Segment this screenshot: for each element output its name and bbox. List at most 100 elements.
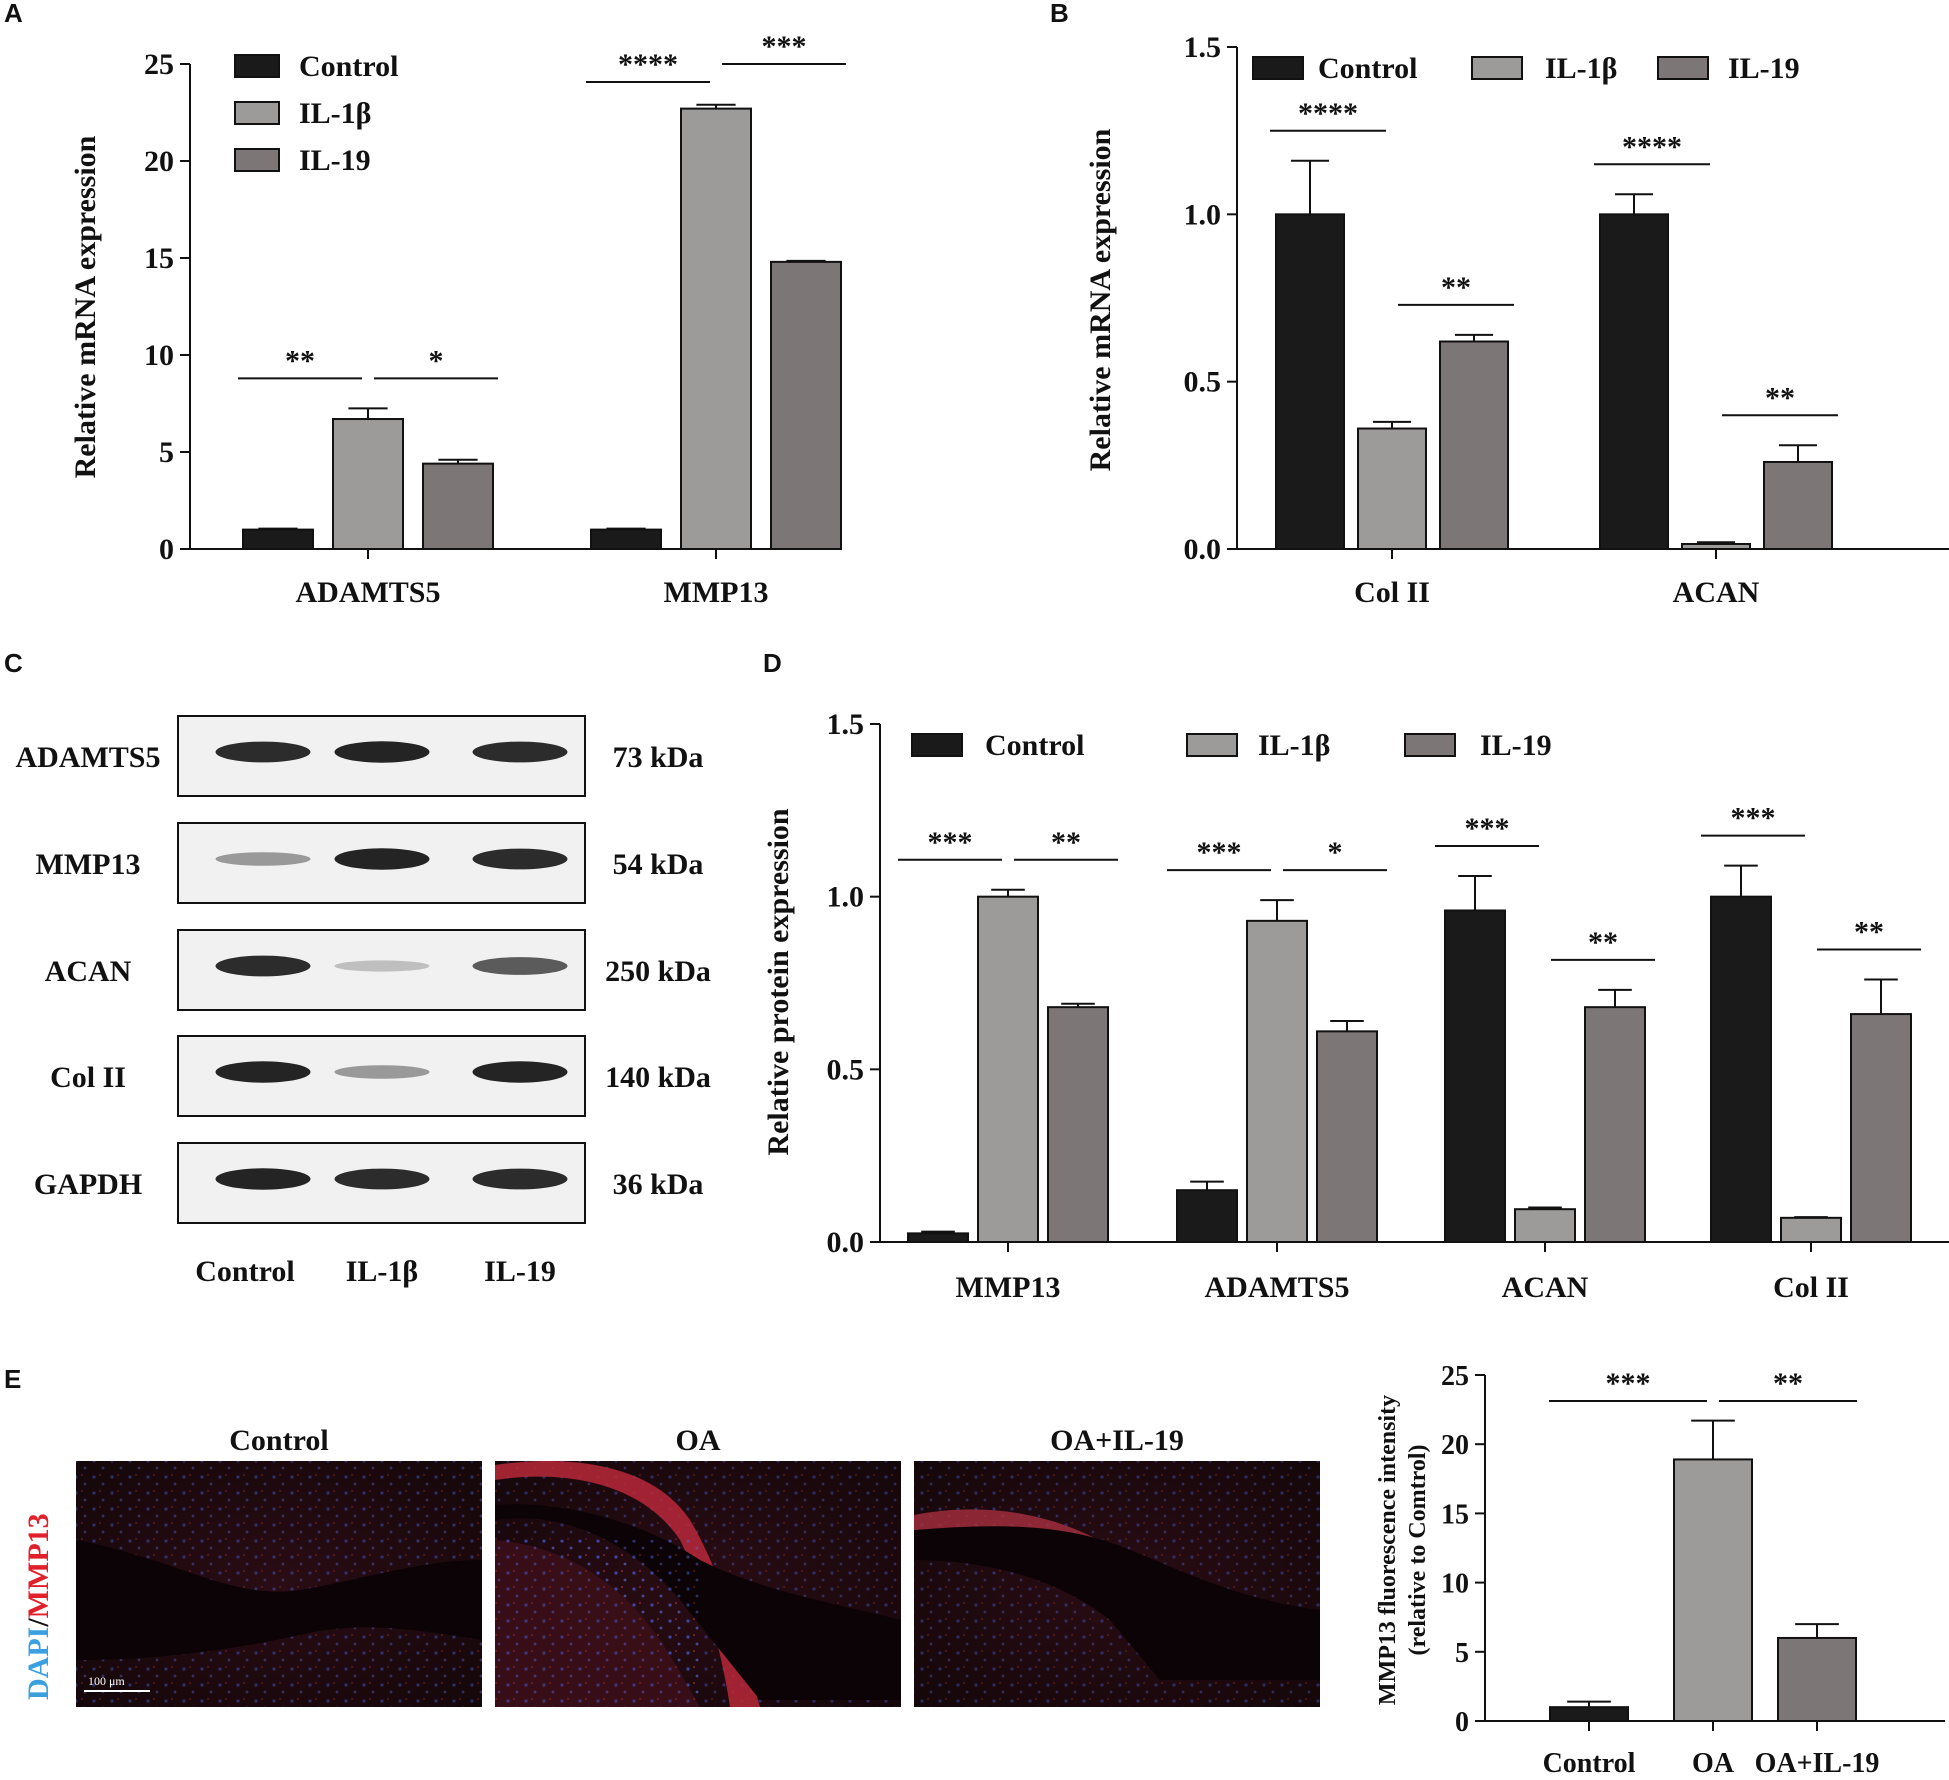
y-tick-label: 1.5 bbox=[827, 708, 865, 741]
blot-protein-label: MMP13 bbox=[36, 848, 141, 881]
bar-il-1- bbox=[1780, 1216, 1842, 1243]
blot-band bbox=[472, 957, 568, 975]
image-oa bbox=[495, 1460, 901, 1707]
bar-il-19 bbox=[1584, 1006, 1646, 1243]
blot-band bbox=[215, 1168, 311, 1190]
x-tick-label: MMP13 bbox=[664, 576, 769, 609]
y-tick-label: 20 bbox=[144, 145, 174, 178]
blot-band bbox=[334, 848, 430, 870]
bar-il-19 bbox=[1850, 1013, 1912, 1244]
legend-label: IL-1β bbox=[299, 97, 371, 130]
bar-oa-il-19 bbox=[1777, 1636, 1857, 1722]
x-tick-label: Control bbox=[1543, 1748, 1636, 1775]
y-tick-label: 1.0 bbox=[1184, 198, 1222, 231]
y-tick-label: 25 bbox=[1441, 1361, 1469, 1392]
significance-label: **** bbox=[618, 48, 678, 81]
image-title-control: Control bbox=[229, 1424, 328, 1457]
bar-il-1- bbox=[332, 418, 404, 550]
bar-il-19 bbox=[1439, 340, 1509, 550]
significance-label: * bbox=[1328, 836, 1343, 869]
y-axis-label: MMP13 fluorescence intensity bbox=[1375, 1395, 1401, 1705]
y-tick-label: 5 bbox=[159, 436, 174, 469]
blot-band bbox=[215, 741, 311, 763]
blot-lane-label: Control bbox=[195, 1255, 294, 1288]
legend-swatch-il-1- bbox=[1186, 733, 1238, 757]
y-tick-label: 5 bbox=[1455, 1638, 1469, 1669]
blot-size-label: 250 kDa bbox=[605, 955, 711, 988]
blot-protein-label: GAPDH bbox=[34, 1168, 142, 1201]
legend-swatch-control bbox=[911, 733, 963, 757]
scale-bar: 100 μm bbox=[84, 1674, 150, 1692]
y-axis-label: Relative mRNA expression bbox=[69, 135, 102, 478]
y-tick-label: 0.5 bbox=[1184, 366, 1222, 399]
blot-band bbox=[472, 1061, 568, 1083]
significance-label: ** bbox=[1441, 271, 1471, 304]
chart-a: 0 5 10 15 20 25 Relative mRNA expression ADAMTS… bbox=[69, 30, 846, 609]
x-tick-label: Col II bbox=[1354, 576, 1430, 609]
legend-swatch-control bbox=[1252, 56, 1304, 80]
blot-band bbox=[334, 960, 430, 972]
bar-il-19 bbox=[1047, 1006, 1109, 1243]
x-tick-label: OA+IL-19 bbox=[1755, 1748, 1880, 1775]
image-oa-il19 bbox=[914, 1461, 1320, 1707]
bar-control bbox=[590, 528, 662, 550]
significance-label: *** bbox=[928, 826, 973, 859]
y-tick-label: 20 bbox=[1441, 1430, 1469, 1461]
panel-letter-a: A bbox=[4, 0, 23, 28]
bar-control bbox=[1444, 909, 1506, 1243]
legend-swatch-il-1- bbox=[1471, 56, 1523, 80]
bar-control bbox=[1599, 213, 1669, 550]
significance-label: ** bbox=[1051, 826, 1081, 859]
legend-label: IL-19 bbox=[1728, 52, 1800, 85]
blot-band bbox=[472, 1168, 568, 1190]
bar-control bbox=[1549, 1706, 1629, 1723]
blot-protein-label: Col II bbox=[50, 1061, 126, 1094]
y-tick-label: 0.0 bbox=[827, 1226, 865, 1259]
panel-letter-c: C bbox=[4, 648, 23, 678]
chart-d: 0.0 0.5 1.0 1.5 Relative protein expression M… bbox=[762, 708, 1949, 1304]
bar-il-1- bbox=[977, 895, 1039, 1244]
significance-label: *** bbox=[762, 30, 807, 63]
y-axis-label: Relative protein expression bbox=[762, 808, 795, 1156]
panel-letter-b: B bbox=[1050, 0, 1069, 28]
blot-band bbox=[472, 741, 568, 763]
significance-label: **** bbox=[1622, 130, 1682, 163]
x-tick-label: ACAN bbox=[1673, 576, 1760, 609]
significance-label: ** bbox=[285, 344, 315, 377]
bar-control bbox=[1710, 895, 1772, 1244]
y-axis-label: Relative mRNA expression bbox=[1084, 128, 1117, 471]
significance-label: *** bbox=[1731, 802, 1776, 835]
x-tick-label: Col II bbox=[1773, 1271, 1849, 1304]
image-title-oa: OA bbox=[676, 1424, 721, 1457]
stain-label-dapi: DAPI bbox=[22, 1627, 55, 1700]
x-tick-label: OA bbox=[1692, 1748, 1735, 1775]
bar-il-1- bbox=[680, 107, 752, 551]
significance-label: * bbox=[429, 344, 444, 377]
legend-swatch-il-19 bbox=[234, 148, 280, 172]
stain-label: DAPI/MMP13 bbox=[22, 1513, 55, 1700]
legend-label: IL-1β bbox=[1545, 52, 1617, 85]
x-tick-label: ADAMTS5 bbox=[295, 576, 440, 609]
bar-il-19 bbox=[422, 462, 494, 551]
y-tick-label: 1.0 bbox=[827, 881, 865, 914]
bar-control bbox=[242, 528, 314, 550]
significance-label: ** bbox=[1854, 916, 1884, 949]
blot-size-label: 140 kDa bbox=[605, 1061, 711, 1094]
bar-il-1- bbox=[1246, 919, 1308, 1244]
y-tick-label: 25 bbox=[144, 48, 174, 81]
significance-label: ** bbox=[1765, 381, 1795, 414]
x-tick-label: ACAN bbox=[1502, 1271, 1589, 1304]
significance-label: *** bbox=[1465, 812, 1510, 845]
y-tick-label: 15 bbox=[1441, 1499, 1469, 1530]
bar-control bbox=[1275, 213, 1345, 550]
blot-band bbox=[215, 1061, 311, 1083]
legend-label: IL-19 bbox=[299, 144, 371, 177]
significance-label: ** bbox=[1773, 1367, 1803, 1400]
stain-label-mmp13: MMP13 bbox=[22, 1513, 55, 1618]
blot-band bbox=[215, 955, 311, 977]
legend-label: Control bbox=[985, 729, 1084, 762]
significance-label: **** bbox=[1298, 97, 1358, 130]
fluorescence-images: Control OA OA+IL-19 100 μm DAPI/MM bbox=[22, 1424, 1320, 1707]
y-tick-label: 0 bbox=[1455, 1707, 1469, 1738]
